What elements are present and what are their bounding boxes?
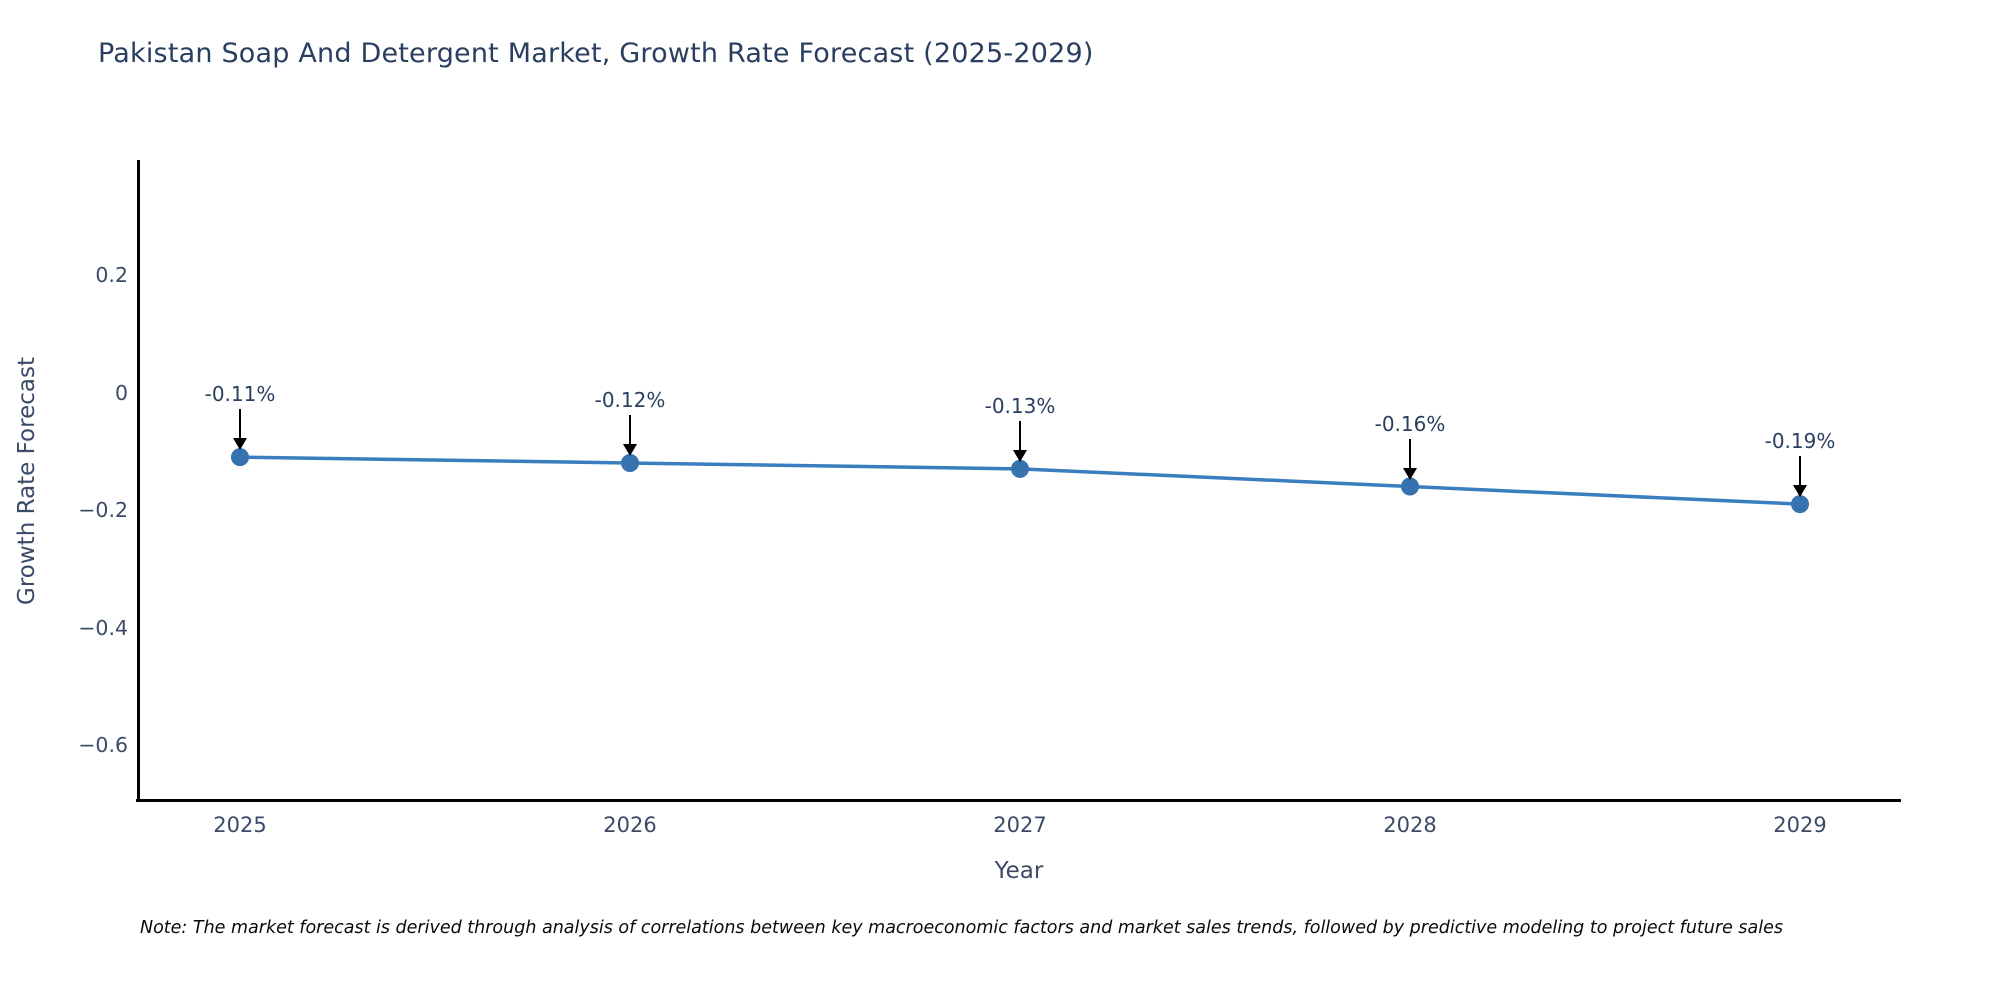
y-tick-label: 0 xyxy=(114,380,128,405)
y-axis-line xyxy=(137,160,140,802)
annotation-arrowhead-icon xyxy=(233,438,247,451)
chart-title: Pakistan Soap And Detergent Market, Grow… xyxy=(98,38,1094,69)
x-tick-label: 2029 xyxy=(1773,813,1827,837)
annotation-arrow-stem xyxy=(1408,438,1412,469)
annotation-arrow-stem xyxy=(1798,456,1802,487)
annotation-arrowhead-icon xyxy=(1013,449,1027,462)
x-tick-label: 2027 xyxy=(993,813,1047,837)
data-point-label: -0.13% xyxy=(984,393,1056,418)
data-point-marker xyxy=(231,448,249,467)
footnote: Note: The market forecast is derived thr… xyxy=(140,918,1783,938)
data-point-marker xyxy=(1791,495,1809,514)
y-tick-label: −0.6 xyxy=(78,733,128,757)
annotation-arrowhead-icon xyxy=(1403,467,1417,480)
data-point-label: -0.11% xyxy=(204,382,276,407)
x-tick-label: 2028 xyxy=(1383,813,1437,837)
y-tick-label: 0.2 xyxy=(95,263,128,287)
annotation-arrow-stem xyxy=(1018,420,1022,451)
annotation-arrow-stem xyxy=(628,415,632,445)
data-point-marker xyxy=(1401,477,1419,496)
data-point-marker xyxy=(1011,459,1029,478)
data-point-label: -0.19% xyxy=(1764,429,1836,454)
annotation-arrowhead-icon xyxy=(623,444,637,456)
data-point-label: -0.12% xyxy=(594,388,666,412)
data-point-marker xyxy=(621,454,639,472)
x-axis-title: Year xyxy=(994,858,1044,884)
y-tick-label: −0.4 xyxy=(78,615,128,640)
annotation-arrow-stem xyxy=(238,409,242,440)
data-point-label: -0.16% xyxy=(1374,411,1446,436)
annotation-arrowhead-icon xyxy=(1793,485,1807,498)
x-axis-line xyxy=(136,799,1901,802)
y-tick-label: −0.2 xyxy=(78,498,128,522)
x-tick-label: 2026 xyxy=(603,813,657,837)
x-tick-label: 2025 xyxy=(213,813,267,837)
